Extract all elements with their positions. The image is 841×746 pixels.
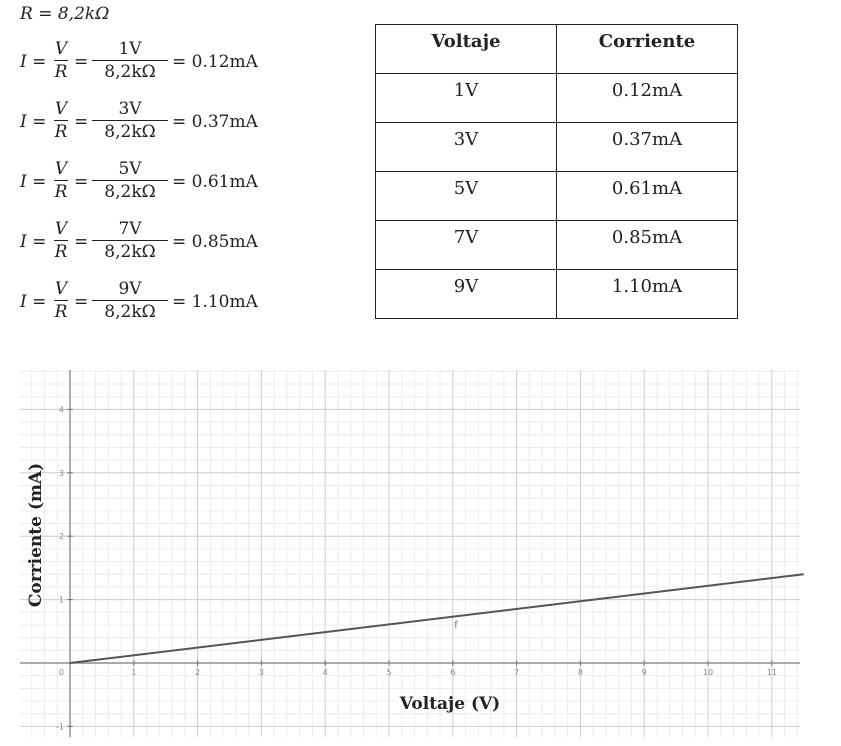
value-fraction: 9V 8,2kΩ (92, 278, 168, 323)
v-symbol: V (54, 159, 68, 179)
ohm-equation: I = V R = 1V 8,2kΩ = 0.12mA (20, 38, 350, 88)
resistance-formula: R = 8,2kΩ (20, 4, 109, 24)
x-tick-label: 8 (578, 668, 583, 677)
current-result: = 1.10mA (172, 292, 258, 312)
voltage-numerator: 5V (118, 159, 142, 179)
r-symbol: R (54, 62, 68, 82)
origin-label: 0 (59, 668, 64, 677)
y-tick-label: 3 (59, 469, 64, 478)
y-tick-label: -1 (56, 722, 64, 731)
r-symbol: R (54, 122, 68, 142)
ohm-equation: I = V R = 9V 8,2kΩ = 1.10mA (20, 278, 350, 328)
table-row: 9V 1.10mA (375, 269, 738, 319)
x-tick-label: 10 (703, 668, 713, 677)
header-corriente: Corriente (556, 24, 738, 74)
header-voltaje: Voltaje (375, 24, 557, 74)
current-voltage-graph: 1 2 3 4 5 6 7 8 9 10 11 -1 1 2 3 4 0 f Voltaje (V) Corrient… (20, 370, 804, 737)
r-symbol: R (54, 242, 68, 262)
resistance-denominator: 8,2kΩ (104, 182, 156, 202)
x-tick-label: 5 (386, 668, 391, 677)
v-symbol: V (54, 39, 68, 59)
equation-lhs: I = (20, 52, 47, 72)
resistance-text: R = 8,2kΩ (20, 4, 110, 24)
current-result: = 0.12mA (172, 52, 258, 72)
v-symbol: V (54, 99, 68, 119)
equation-lhs: I = (20, 172, 47, 192)
v-symbol: V (54, 279, 68, 299)
x-tick-label: 9 (642, 668, 647, 677)
ohm-equation: I = V R = 5V 8,2kΩ = 0.61mA (20, 158, 350, 208)
voltage-cell: 5V (375, 171, 557, 221)
equals-sign: = (74, 112, 89, 132)
current-result: = 0.37mA (172, 112, 258, 132)
voltage-numerator: 7V (118, 219, 142, 239)
y-tick-label: 1 (59, 596, 64, 605)
table-row: 7V 0.85mA (375, 220, 738, 270)
equation-lhs: I = (20, 232, 47, 252)
table-row: 3V 0.37mA (375, 122, 738, 172)
value-fraction: 5V 8,2kΩ (92, 158, 168, 203)
y-tick-label: 2 (59, 532, 64, 541)
current-result: = 0.85mA (172, 232, 258, 252)
voltage-numerator: 9V (118, 279, 142, 299)
voltage-numerator: 1V (118, 39, 142, 59)
resistance-denominator: 8,2kΩ (104, 62, 156, 82)
resistance-denominator: 8,2kΩ (104, 302, 156, 322)
series-line-f (69, 573, 804, 664)
table-row: 5V 0.61mA (375, 171, 738, 221)
r-symbol: R (54, 302, 68, 322)
x-tick-label: 1 (131, 668, 136, 677)
x-tick-label: 6 (450, 668, 455, 677)
ohm-equation: I = V R = 7V 8,2kΩ = 0.85mA (20, 218, 350, 268)
value-fraction: 7V 8,2kΩ (92, 218, 168, 263)
current-cell: 0.85mA (556, 220, 738, 270)
current-cell: 1.10mA (556, 269, 738, 319)
y-axis-label: Corriente (mA) (26, 463, 46, 607)
table-row: 1V 0.12mA (375, 73, 738, 123)
resistance-denominator: 8,2kΩ (104, 242, 156, 262)
line-annotation-f: f (454, 620, 458, 631)
voltage-cell: 1V (375, 73, 557, 123)
x-axis-label: Voltaje (V) (399, 694, 500, 714)
current-cell: 0.61mA (556, 171, 738, 221)
x-tick-label: 11 (767, 668, 777, 677)
voltage-cell: 3V (375, 122, 557, 172)
resistance-denominator: 8,2kΩ (104, 122, 156, 142)
value-fraction: 3V 8,2kΩ (92, 98, 168, 143)
current-cell: 0.37mA (556, 122, 738, 172)
y-tick-label: 4 (59, 405, 64, 414)
equals-sign: = (74, 232, 89, 252)
x-tick-label: 7 (514, 668, 519, 677)
equals-sign: = (74, 292, 89, 312)
current-result: = 0.61mA (172, 172, 258, 192)
equals-sign: = (74, 52, 89, 72)
x-tick-label: 3 (259, 668, 264, 677)
x-tick-label: 4 (323, 668, 328, 677)
equation-lhs: I = (20, 112, 47, 132)
equals-sign: = (74, 172, 89, 192)
equation-lhs: I = (20, 292, 47, 312)
voltage-numerator: 3V (118, 99, 142, 119)
x-tick-label: 2 (195, 668, 200, 677)
ohm-equation: I = V R = 3V 8,2kΩ = 0.37mA (20, 98, 350, 148)
v-symbol: V (54, 219, 68, 239)
voltage-cell: 9V (375, 269, 557, 319)
value-fraction: 1V 8,2kΩ (92, 38, 168, 83)
voltage-cell: 7V (375, 220, 557, 270)
voltage-current-table: Voltaje Corriente 1V 0.12mA 3V 0.37mA 5V 0.61… (375, 24, 738, 319)
r-symbol: R (54, 182, 68, 202)
current-cell: 0.12mA (556, 73, 738, 123)
